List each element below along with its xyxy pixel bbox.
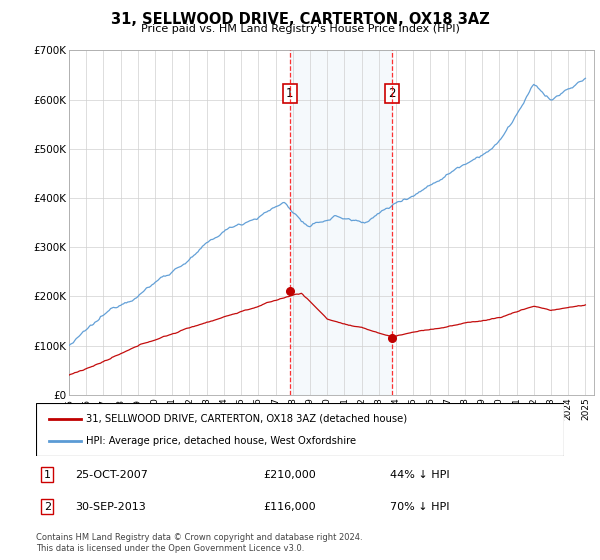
Text: Contains HM Land Registry data © Crown copyright and database right 2024.
This d: Contains HM Land Registry data © Crown c…	[36, 533, 362, 553]
Text: 25-OCT-2007: 25-OCT-2007	[76, 470, 148, 479]
Text: £116,000: £116,000	[263, 502, 316, 512]
Bar	[290, 50, 392, 395]
Text: 30-SEP-2013: 30-SEP-2013	[76, 502, 146, 512]
Text: 44% ↓ HPI: 44% ↓ HPI	[390, 470, 449, 479]
Text: 2: 2	[44, 502, 51, 512]
Text: 31, SELLWOOD DRIVE, CARTERTON, OX18 3AZ (detached house): 31, SELLWOOD DRIVE, CARTERTON, OX18 3AZ …	[86, 414, 407, 423]
Text: 1: 1	[44, 470, 51, 479]
Text: 2: 2	[388, 87, 395, 100]
Text: Price paid vs. HM Land Registry's House Price Index (HPI): Price paid vs. HM Land Registry's House …	[140, 24, 460, 34]
Text: £210,000: £210,000	[263, 470, 316, 479]
Text: HPI: Average price, detached house, West Oxfordshire: HPI: Average price, detached house, West…	[86, 436, 356, 446]
Text: 1: 1	[286, 87, 293, 100]
Text: 31, SELLWOOD DRIVE, CARTERTON, OX18 3AZ: 31, SELLWOOD DRIVE, CARTERTON, OX18 3AZ	[110, 12, 490, 27]
Text: 70% ↓ HPI: 70% ↓ HPI	[390, 502, 449, 512]
